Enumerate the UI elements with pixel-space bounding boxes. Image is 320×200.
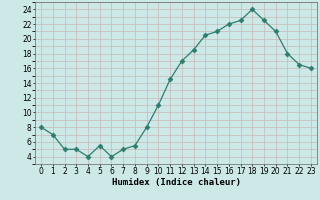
X-axis label: Humidex (Indice chaleur): Humidex (Indice chaleur)	[111, 178, 241, 187]
